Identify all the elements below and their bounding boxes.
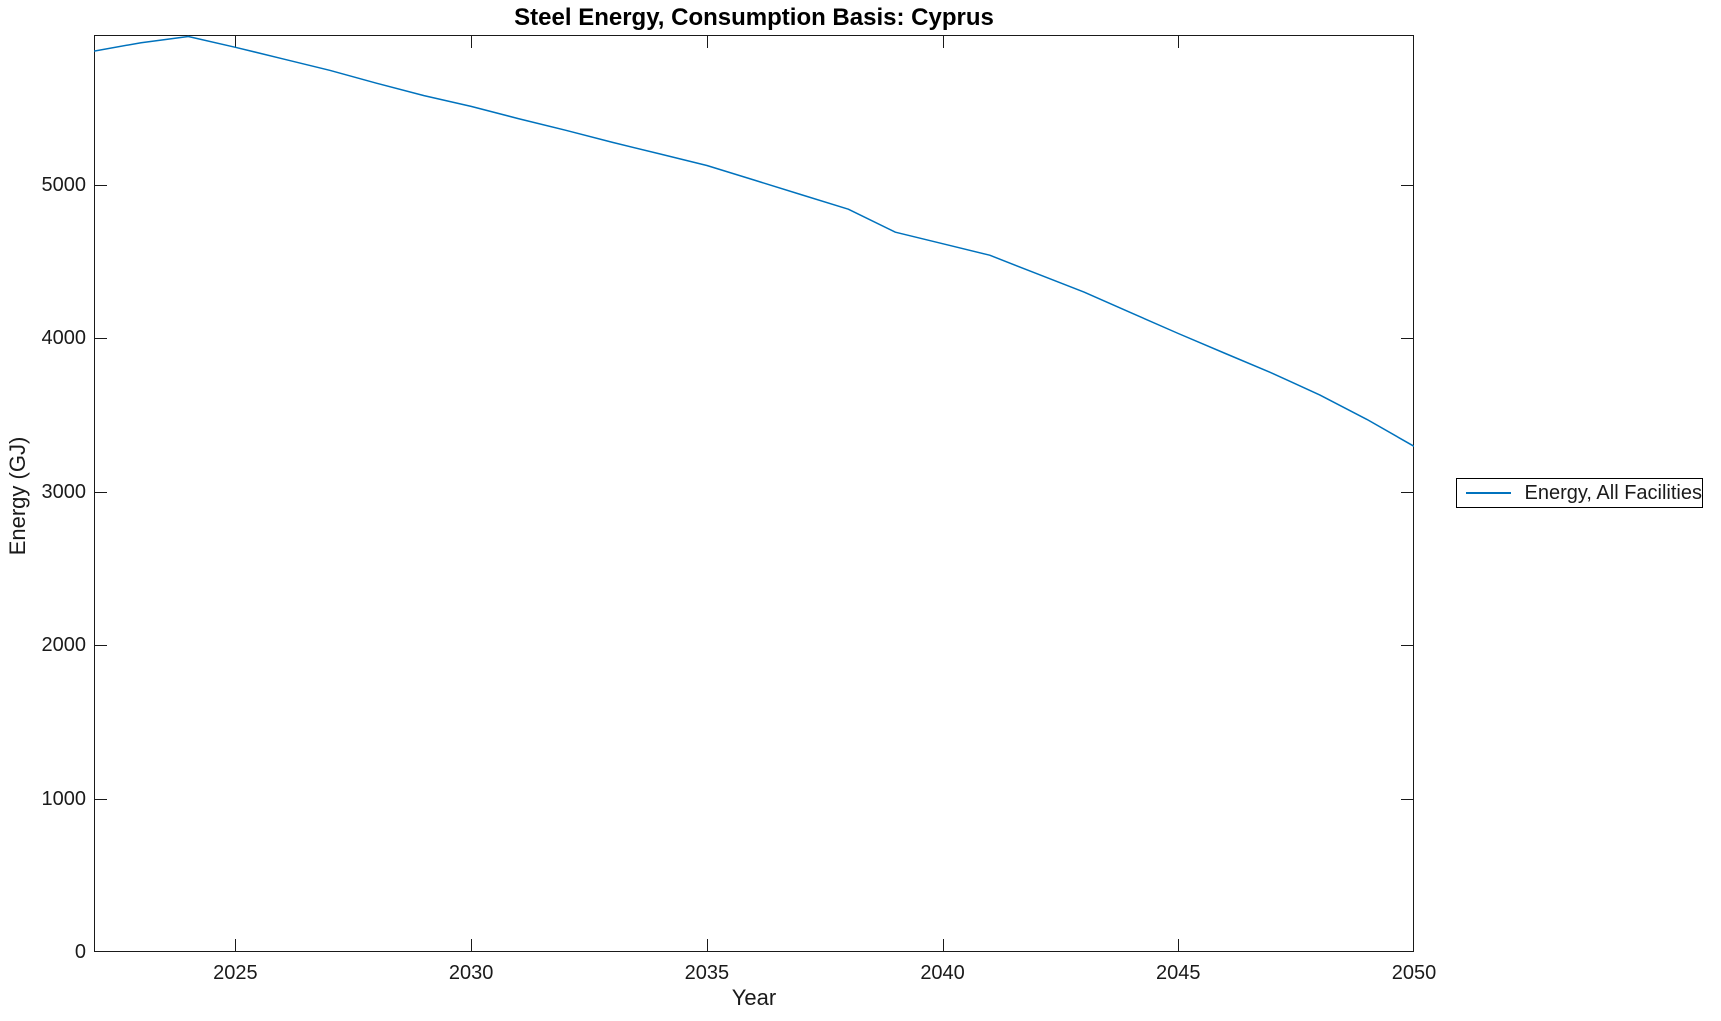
y-tick-label: 1000 [41, 787, 87, 810]
x-tick-label: 2040 [920, 962, 965, 984]
legend: Energy, All Facilities [1456, 478, 1703, 508]
x-tick-label: 2045 [1156, 962, 1201, 984]
y-tick-label: 3000 [41, 480, 87, 503]
plot-area [94, 35, 1414, 952]
chart-title: Steel Energy, Consumption Basis: Cyprus [514, 4, 994, 31]
data-line [94, 35, 1414, 447]
legend-label: Energy, All Facilities [1524, 481, 1702, 504]
x-axis-label: Year [731, 985, 777, 1010]
x-tick-label: 2050 [1391, 962, 1437, 984]
y-tick-label: 4000 [41, 327, 87, 350]
y-axis-label: Energy (GJ) [5, 436, 30, 556]
y-tick-label: 2000 [41, 634, 87, 657]
y-tick-label: 5000 [41, 173, 87, 196]
y-tick-label: 0 [74, 941, 86, 963]
axes-box [94, 35, 1414, 952]
x-tick-label: 2030 [448, 962, 494, 984]
x-tick-label: 2035 [684, 962, 730, 984]
x-tick-label: 2025 [213, 962, 258, 984]
legend-line-sample-icon [1466, 492, 1511, 494]
chart-canvas [94, 35, 1414, 952]
